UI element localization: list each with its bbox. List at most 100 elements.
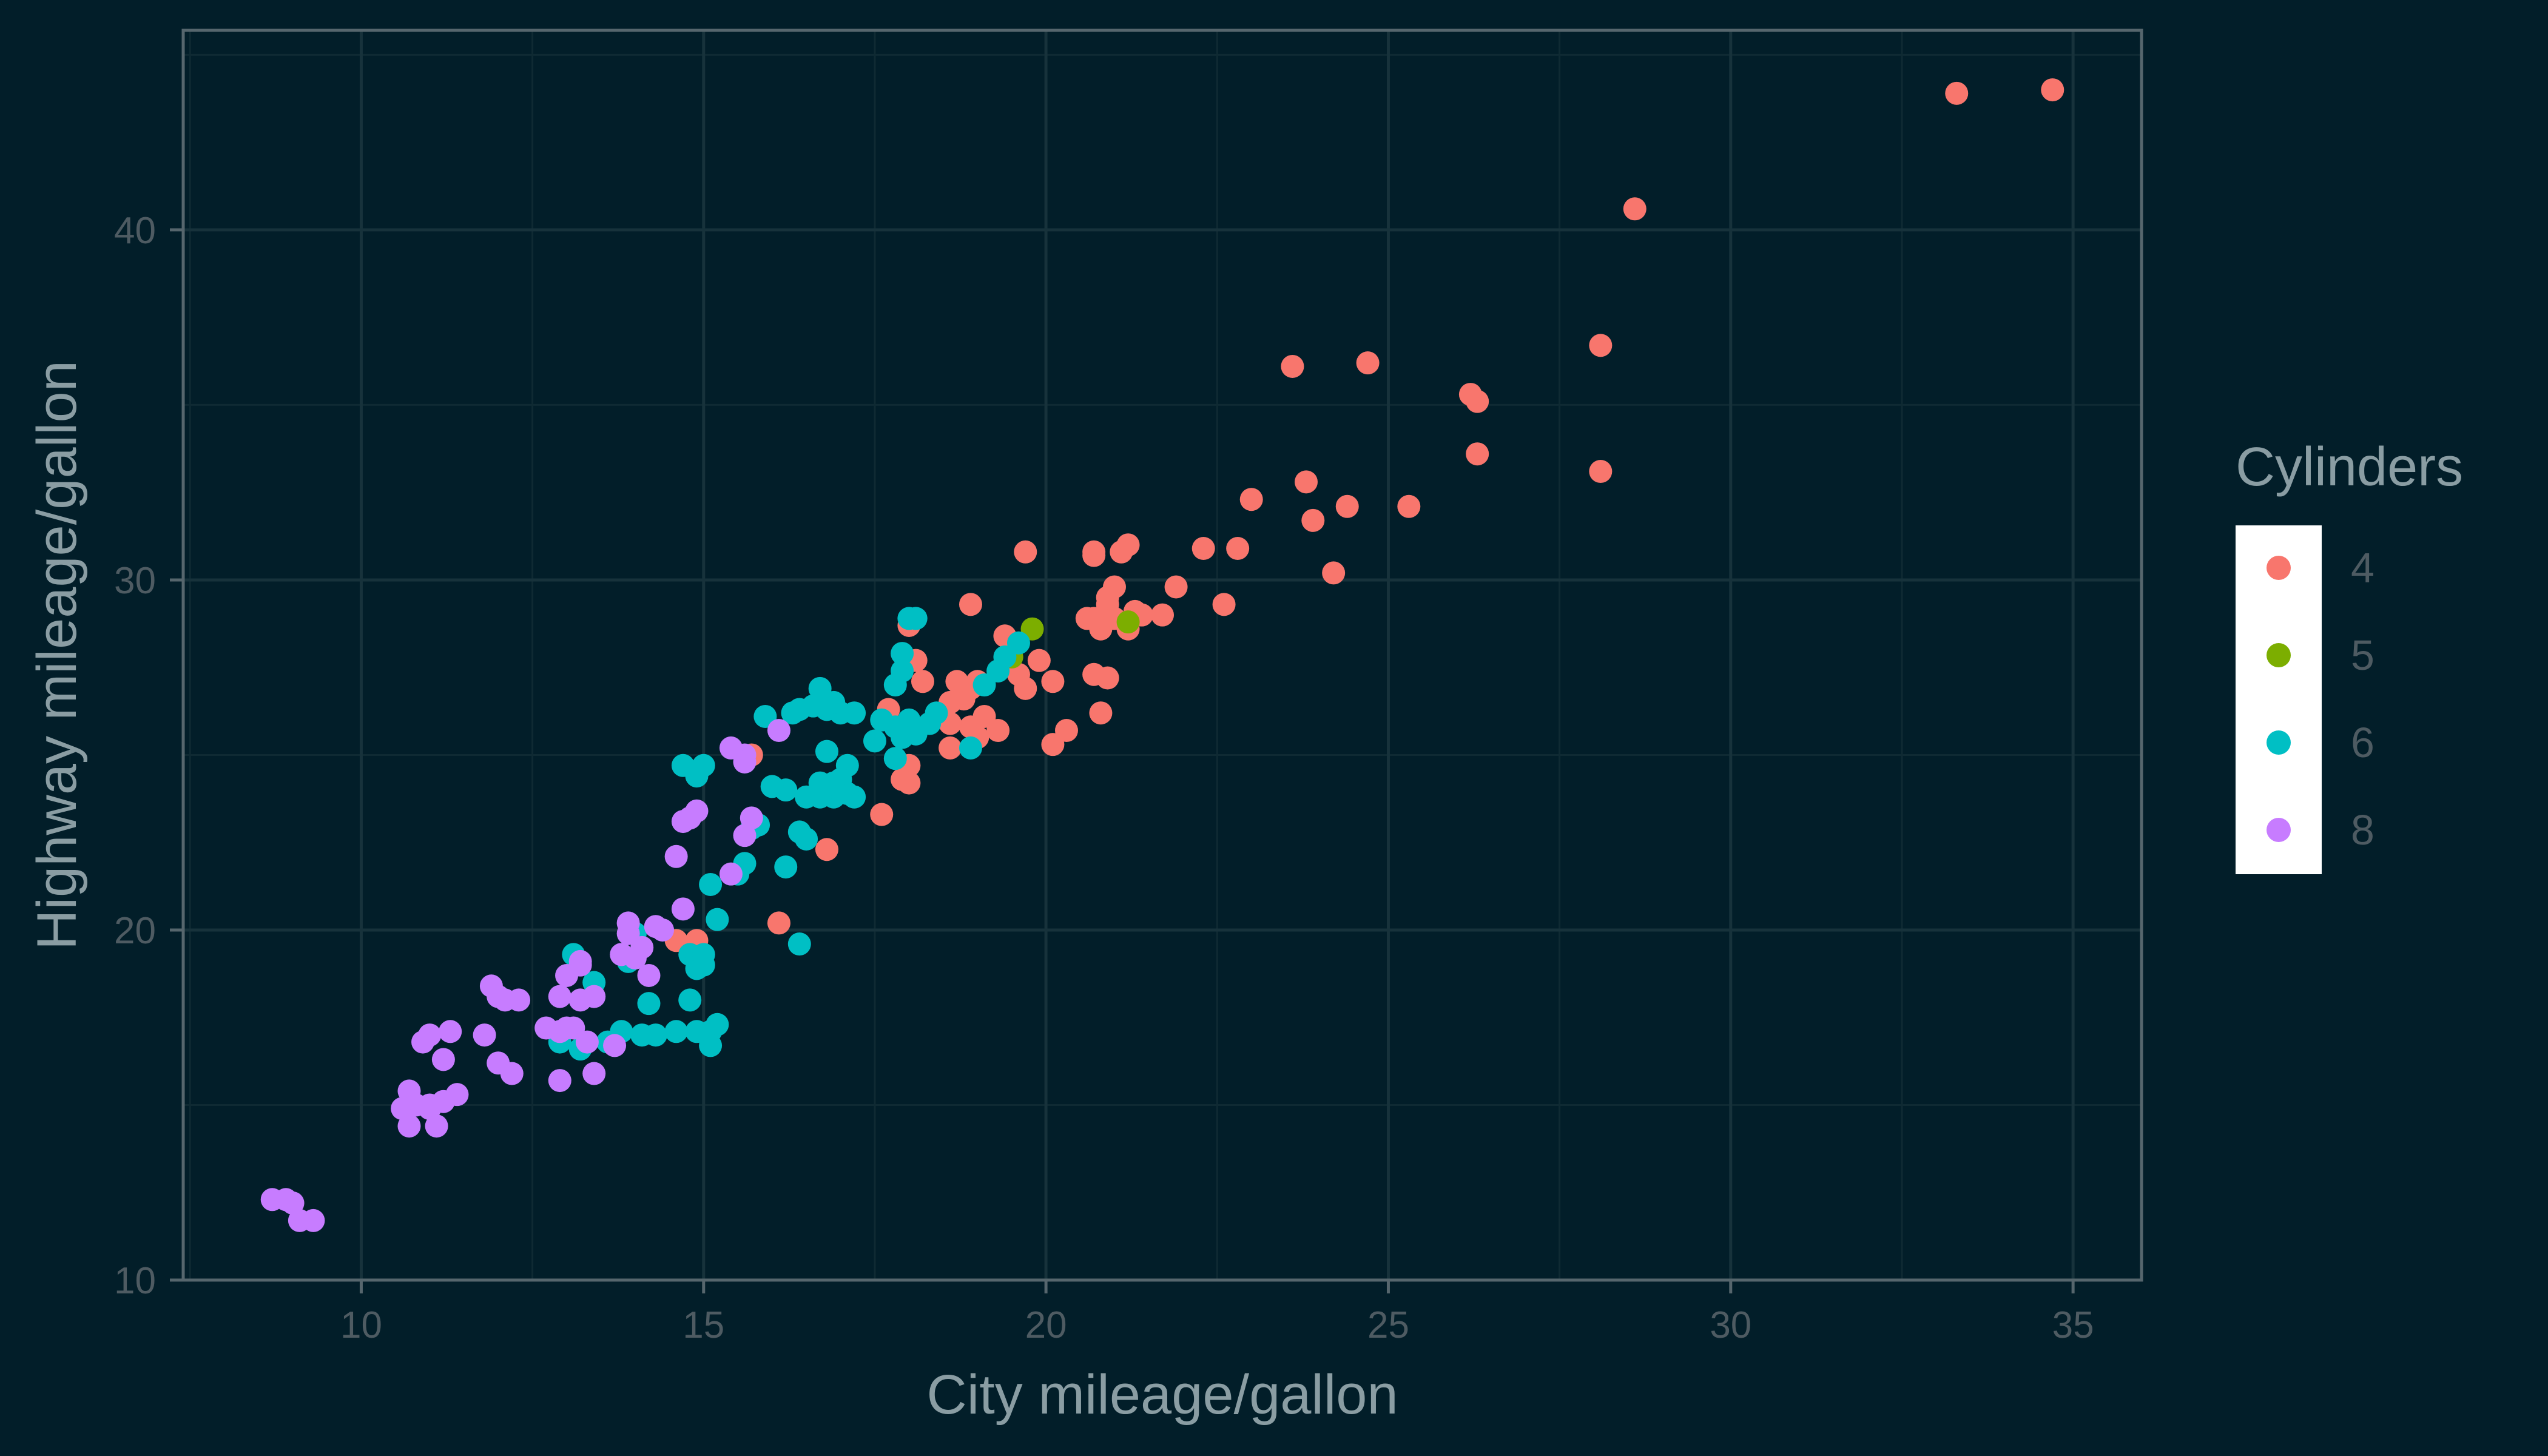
data-point-cyl-8	[603, 1034, 627, 1057]
data-point-cyl-4	[1014, 676, 1037, 700]
data-point-cyl-8	[637, 963, 661, 987]
data-point-cyl-6	[774, 855, 798, 879]
data-point-cyl-8	[733, 824, 757, 848]
data-point-cyl-4	[1089, 701, 1113, 725]
data-point-cyl-6	[787, 820, 811, 844]
minor-gridlines	[183, 30, 2142, 1280]
data-point-cyl-6	[637, 992, 661, 1016]
data-point-cyl-4	[1191, 537, 1215, 561]
data-point-cyl-8	[548, 985, 571, 1008]
data-point-cyl-6	[822, 690, 846, 714]
y-axis-title: Highway mileage/gallon	[26, 360, 88, 950]
data-point-cyl-6	[891, 642, 914, 666]
data-point-cyl-5	[1116, 610, 1140, 634]
data-point-cyl-8	[487, 1051, 510, 1075]
data-point-cyl-8	[719, 862, 743, 886]
data-point-cyl-6	[706, 908, 729, 931]
data-point-cyl-6	[692, 753, 715, 777]
x-axis-title: City mileage/gallon	[926, 1364, 1398, 1426]
data-point-cyl-4	[911, 670, 934, 693]
data-point-cyl-6	[870, 708, 894, 732]
panel-border	[181, 29, 2143, 1282]
data-point-cyl-4	[1151, 603, 1174, 627]
data-point-cyl-8	[740, 806, 763, 830]
data-point-cyl-6	[706, 1013, 729, 1036]
data-point-cyl-8	[671, 897, 695, 921]
data-point-cyl-6	[808, 785, 832, 809]
data-point-cyl-8	[425, 1114, 448, 1138]
data-point-cyl-8	[431, 1090, 455, 1113]
data-point-cyl-4	[1335, 494, 1359, 518]
data-point-cyl-4	[1041, 733, 1065, 757]
data-point-cyl-8	[391, 1097, 414, 1121]
data-point-cyl-4	[1322, 561, 1346, 585]
data-point-cyl-6	[760, 775, 784, 798]
data-point-cyl-4	[897, 771, 921, 795]
legend-label-cyl-5: 5	[2351, 632, 2374, 679]
legend-label-cyl-6: 6	[2351, 719, 2374, 766]
data-point-cyl-6	[678, 988, 702, 1012]
data-point-cyl-4	[1301, 508, 1325, 532]
data-point-cyl-4	[767, 911, 790, 935]
legend-key-cyl-4	[2267, 556, 2291, 580]
data-point-cyl-4	[986, 719, 1010, 743]
data-point-cyl-8	[582, 985, 606, 1008]
data-point-cyl-4	[2041, 78, 2064, 102]
legend-key-background	[2236, 525, 2322, 874]
data-point-cyl-6	[972, 673, 996, 697]
x-tick-label: 25	[1367, 1304, 1409, 1346]
data-point-cyl-4	[815, 838, 838, 861]
data-point-cyl-8	[651, 918, 675, 942]
x-tick-label: 20	[1025, 1304, 1067, 1346]
data-point-cyl-4	[1239, 488, 1263, 511]
x-tick-label: 15	[682, 1304, 724, 1346]
x-axis-ticks: 10 15 20 25 30 35	[340, 1280, 2094, 1346]
data-point-cyl-6	[692, 943, 715, 966]
data-point-cyl-8	[575, 1030, 599, 1054]
data-points	[260, 78, 2064, 1232]
data-point-cyl-6	[891, 659, 914, 682]
y-tick-label: 10	[114, 1260, 156, 1302]
data-point-cyl-8	[473, 1023, 496, 1047]
data-point-cyl-4	[1082, 544, 1106, 567]
data-point-cyl-4	[1212, 593, 1236, 616]
data-point-cyl-4	[1356, 351, 1380, 375]
data-point-cyl-4	[1082, 662, 1106, 686]
data-point-cyl-8	[671, 810, 695, 834]
data-point-cyl-4	[1458, 383, 1482, 406]
data-point-cyl-6	[843, 701, 866, 725]
x-tick-label: 10	[340, 1304, 382, 1346]
y-tick-label: 40	[114, 210, 156, 252]
data-point-cyl-4	[1014, 540, 1037, 564]
legend-label-cyl-4: 4	[2351, 544, 2374, 592]
data-point-cyl-8	[548, 1069, 571, 1093]
legend-items: 4 5 6 8	[2267, 544, 2374, 854]
data-point-cyl-6	[630, 1023, 654, 1047]
data-point-cyl-6	[904, 722, 928, 746]
data-point-cyl-8	[431, 1048, 455, 1071]
y-tick-label: 20	[114, 910, 156, 952]
data-point-cyl-4	[870, 803, 894, 826]
data-point-cyl-6	[671, 753, 695, 777]
data-point-cyl-6	[664, 1020, 688, 1043]
data-point-cyl-8	[411, 1030, 435, 1054]
data-point-cyl-8	[664, 844, 688, 868]
data-point-cyl-6	[815, 740, 838, 763]
data-point-cyl-4	[1226, 537, 1250, 561]
data-point-cyl-8	[507, 988, 531, 1012]
data-point-cyl-8	[582, 1062, 606, 1085]
data-point-cyl-4	[1945, 81, 1969, 105]
data-point-cyl-8	[281, 1191, 305, 1215]
data-point-cyl-4	[1589, 334, 1613, 357]
legend: Cylinders 4 5 6 8	[2236, 437, 2463, 874]
legend-label-cyl-8: 8	[2351, 806, 2374, 854]
data-point-cyl-6	[787, 698, 811, 721]
data-point-cyl-8	[610, 943, 633, 966]
data-point-cyl-8	[616, 911, 640, 935]
data-point-cyl-4	[1466, 442, 1489, 466]
y-tick-label: 30	[114, 560, 156, 602]
data-point-cyl-8	[397, 1079, 421, 1103]
data-point-cyl-4	[1110, 540, 1133, 564]
